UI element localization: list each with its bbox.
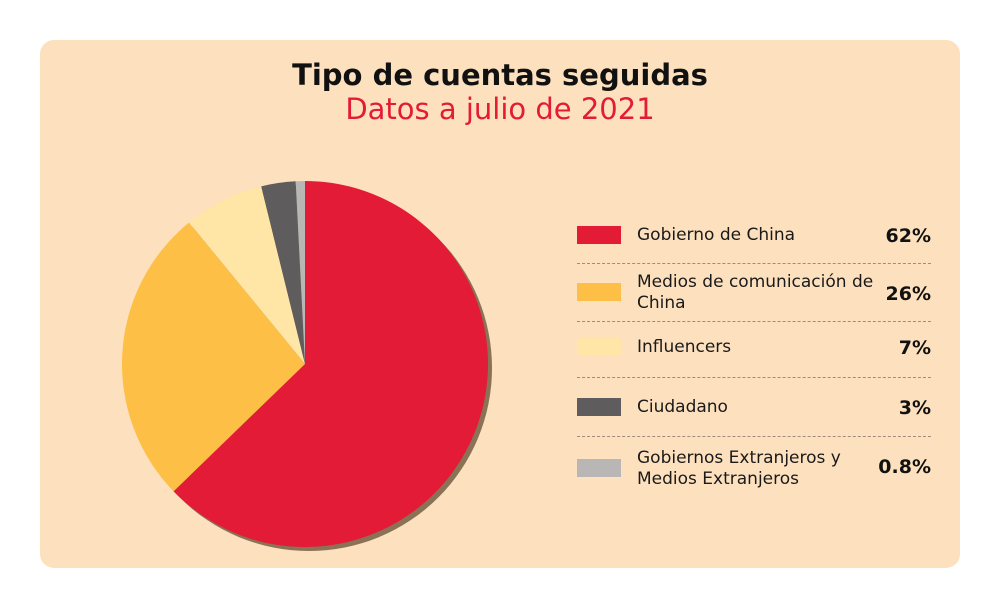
- chart-subtitle: Datos a julio de 2021: [345, 92, 655, 126]
- legend-label: Gobierno de China: [637, 225, 796, 245]
- legend-value: 7%: [898, 337, 931, 359]
- chart-title: Tipo de cuentas seguidas: [292, 58, 708, 92]
- legend-label: Gobiernos Extranjeros y Medios Extranjer…: [637, 448, 841, 489]
- legend-separator: [577, 436, 931, 437]
- legend-swatch: [577, 338, 621, 356]
- legend-swatch: [577, 226, 621, 244]
- pie-slice-medios-de-comunicacion-de-china: [121, 222, 306, 492]
- legend-value: 0.8%: [878, 456, 931, 478]
- legend-swatch: [577, 398, 621, 416]
- legend-item-gobiernos-extranjeros: Gobiernos Extranjeros y Medios Extranjer…: [577, 448, 931, 492]
- legend-item-ciudadano: Ciudadano 3%: [577, 394, 931, 422]
- legend-item-influencers: Influencers 7%: [577, 334, 931, 362]
- pie-slice-gobiernos-extranjeros-y-medios-extranjeros: [295, 181, 305, 364]
- pie-slice-gobierno-de-china: [173, 181, 488, 547]
- pie-slice-ciudadano: [261, 181, 305, 364]
- legend-item-medios-de-china: Medios de comunicación de China 26%: [577, 272, 931, 316]
- legend-swatch: [577, 459, 621, 477]
- legend-swatch: [577, 283, 621, 301]
- legend-item-gobierno-de-china: Gobierno de China 62%: [577, 222, 931, 250]
- legend-label: Ciudadano: [637, 397, 728, 417]
- legend-separator: [577, 321, 931, 322]
- legend-value: 26%: [885, 283, 931, 305]
- legend-separator: [577, 263, 931, 264]
- legend-value: 62%: [885, 225, 931, 247]
- pie-slice-influencers: [188, 186, 305, 364]
- legend-label: Influencers: [637, 337, 732, 357]
- legend-separator: [577, 377, 931, 378]
- legend-label: Medios de comunicación de China: [637, 272, 874, 313]
- legend-value: 3%: [898, 397, 931, 419]
